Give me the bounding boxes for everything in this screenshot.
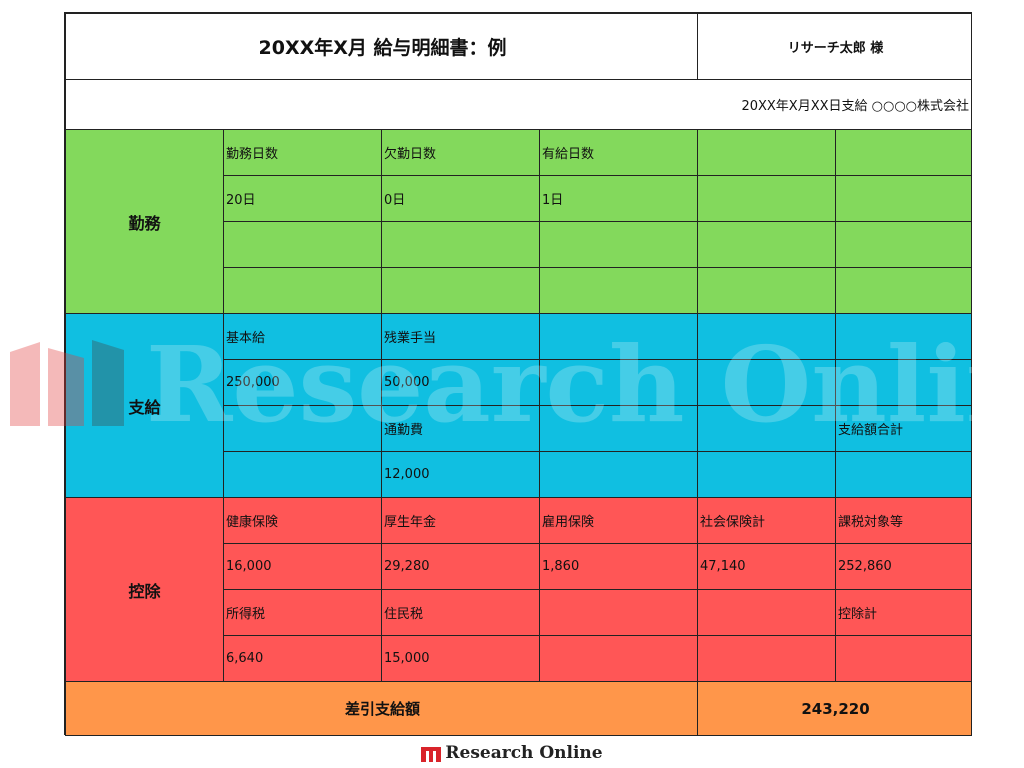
payslip-sheet: 20XX年X月 給与明細書：例 リサーチ太郎 様 20XX年X月XX日支給 ○○… — [64, 12, 973, 736]
value-overtime: 50,000 — [381, 359, 540, 406]
section-label-payment: 支給 — [65, 313, 224, 498]
section-label-deduction: 控除 — [65, 497, 224, 682]
footer-brand: Research Online — [0, 743, 1024, 765]
section-label-attendance: 勤務 — [65, 129, 224, 314]
header-social-insurance-total: 社会保険計 — [697, 497, 837, 544]
page-title: 20XX年X月 給与明細書：例 — [64, 13, 699, 80]
header-paid-leave-days: 有給日数 — [538, 129, 699, 176]
header-deduction-total: 控除計 — [835, 589, 973, 636]
header-pension: 厚生年金 — [381, 497, 540, 544]
empty-cell — [538, 635, 699, 682]
header-resident-tax: 住民税 — [381, 589, 540, 636]
empty-cell — [697, 635, 837, 682]
value-income-tax: 6,640 — [223, 635, 382, 682]
empty-cell — [381, 267, 540, 314]
header-commute: 通勤費 — [381, 405, 540, 452]
empty-cell — [538, 313, 699, 360]
header-overtime: 残業手当 — [381, 313, 540, 360]
value-deduction-total — [835, 635, 973, 682]
empty-cell — [697, 451, 837, 498]
empty-cell — [538, 451, 699, 498]
brand-logo-icon — [421, 746, 442, 762]
empty-cell — [223, 267, 382, 314]
value-absent-days: 0日 — [381, 175, 540, 222]
header-base-salary: 基本給 — [223, 313, 382, 360]
empty-cell — [381, 221, 540, 268]
empty-cell — [697, 175, 837, 222]
value-commute: 12,000 — [381, 451, 540, 498]
net-pay-label: 差引支給額 — [64, 681, 699, 736]
empty-cell — [223, 451, 382, 498]
empty-cell — [835, 359, 973, 406]
payslip-table: 20XX年X月 給与明細書：例 リサーチ太郎 様 20XX年X月XX日支給 ○○… — [64, 13, 973, 736]
value-taxable: 252,860 — [835, 543, 973, 590]
header-work-days: 勤務日数 — [223, 129, 382, 176]
net-pay-value: 243,220 — [697, 681, 973, 736]
footer-brand-text: Research Online — [445, 743, 603, 763]
empty-cell — [697, 313, 837, 360]
value-payment-total — [835, 451, 973, 498]
value-resident-tax: 15,000 — [381, 635, 540, 682]
empty-cell — [697, 221, 837, 268]
empty-cell — [538, 405, 699, 452]
header-employment-insurance: 雇用保険 — [538, 497, 699, 544]
empty-cell — [697, 267, 837, 314]
value-employment-insurance: 1,860 — [538, 543, 699, 590]
empty-cell — [538, 267, 699, 314]
header-payment-total: 支給額合計 — [835, 405, 973, 452]
empty-cell — [223, 405, 382, 452]
header-income-tax: 所得税 — [223, 589, 382, 636]
value-base-salary: 250,000 — [223, 359, 382, 406]
value-health-insurance: 16,000 — [223, 543, 382, 590]
value-pension: 29,280 — [381, 543, 540, 590]
empty-cell — [697, 129, 837, 176]
empty-cell — [697, 589, 837, 636]
empty-cell — [697, 359, 837, 406]
empty-cell — [835, 267, 973, 314]
header-absent-days: 欠勤日数 — [381, 129, 540, 176]
empty-cell — [538, 589, 699, 636]
issuer-line: 20XX年X月XX日支給 ○○○○株式会社 — [64, 79, 973, 130]
value-paid-leave-days: 1日 — [538, 175, 699, 222]
empty-cell — [538, 221, 699, 268]
empty-cell — [835, 129, 973, 176]
header-taxable: 課税対象等 — [835, 497, 973, 544]
value-work-days: 20日 — [223, 175, 382, 222]
recipient-name: リサーチ太郎 様 — [697, 13, 973, 80]
empty-cell — [697, 405, 837, 452]
empty-cell — [538, 359, 699, 406]
empty-cell — [835, 313, 973, 360]
empty-cell — [835, 175, 973, 222]
header-health-insurance: 健康保険 — [223, 497, 382, 544]
empty-cell — [835, 221, 973, 268]
value-social-insurance-total: 47,140 — [697, 543, 837, 590]
empty-cell — [223, 221, 382, 268]
